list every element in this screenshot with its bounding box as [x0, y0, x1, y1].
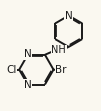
Text: N: N	[65, 11, 73, 21]
Text: NH: NH	[51, 45, 66, 55]
Text: N: N	[24, 80, 32, 90]
Text: N: N	[24, 49, 32, 59]
Text: Cl: Cl	[6, 65, 16, 75]
Text: Br: Br	[55, 65, 67, 75]
